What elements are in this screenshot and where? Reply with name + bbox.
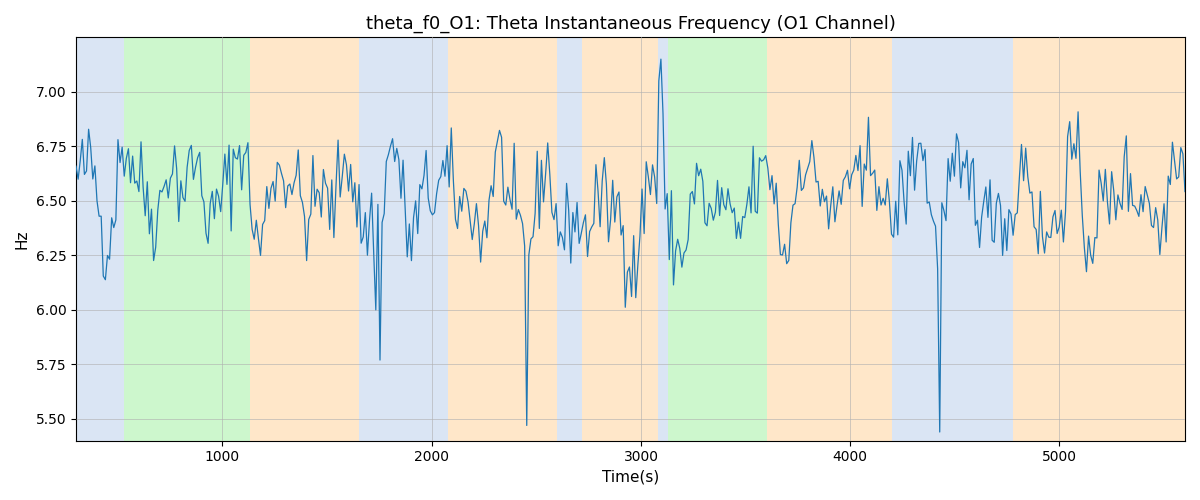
Bar — [124, 38, 250, 440]
Bar — [892, 38, 1014, 440]
Bar — [668, 38, 767, 440]
Bar — [250, 38, 359, 440]
Bar — [449, 38, 557, 440]
Title: theta_f0_O1: Theta Instantaneous Frequency (O1 Channel): theta_f0_O1: Theta Instantaneous Frequen… — [366, 15, 895, 34]
Bar — [76, 38, 124, 440]
Bar — [767, 38, 892, 440]
Bar — [658, 38, 668, 440]
Bar — [582, 38, 658, 440]
Y-axis label: Hz: Hz — [14, 230, 30, 249]
Bar — [1014, 38, 1186, 440]
Bar — [359, 38, 449, 440]
X-axis label: Time(s): Time(s) — [602, 470, 659, 485]
Bar — [557, 38, 582, 440]
